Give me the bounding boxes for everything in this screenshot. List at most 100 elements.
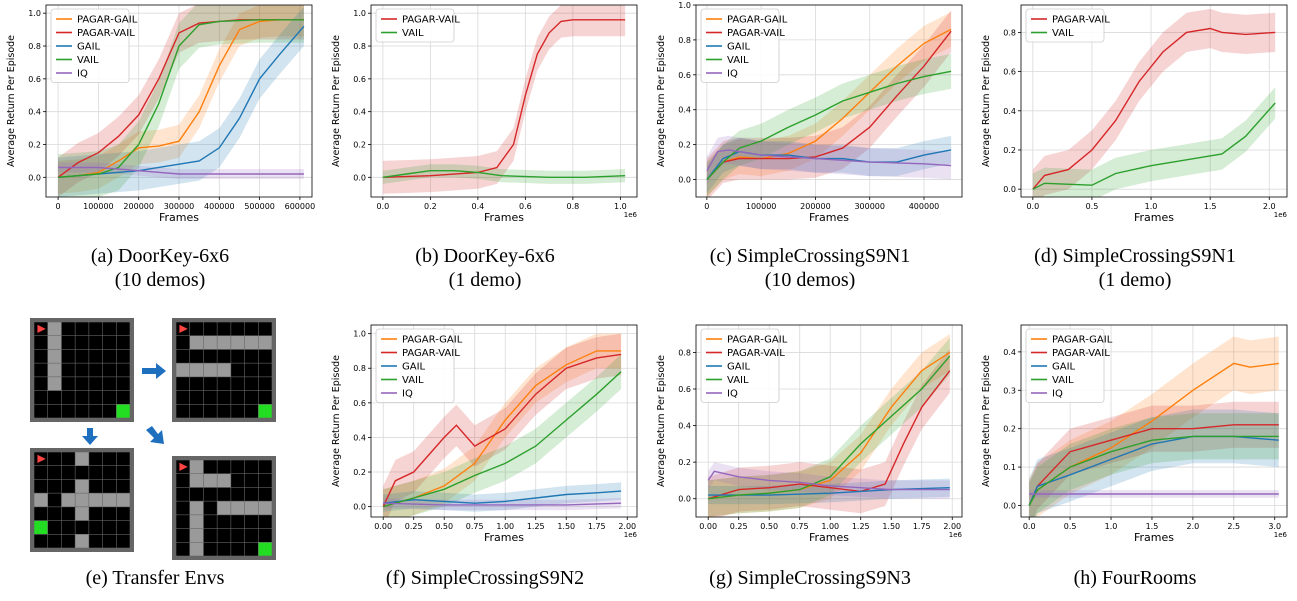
series-line-vail: [383, 371, 622, 508]
band-vail: [58, 5, 304, 197]
x-tick-label: 0.0: [1026, 202, 1039, 211]
floor-cell: [258, 322, 272, 336]
x-tick-label: 0.75: [791, 522, 809, 531]
y-tick-label: 0.4: [678, 422, 691, 431]
floor-cell: [116, 390, 130, 404]
caption-c-line2: (10 demos): [764, 269, 856, 291]
y-axis-label: Average Return Per Episode: [656, 355, 667, 487]
floor-cell: [61, 322, 75, 336]
x-tick-label: 0.5: [1064, 522, 1077, 531]
y-tick-label: 0.4: [353, 108, 366, 117]
y-tick-label: 0.2: [678, 141, 691, 150]
legend-label-vail: VAIL: [727, 375, 749, 386]
x-tick-label: 0.00: [699, 522, 717, 531]
legend-label-iq: IQ: [727, 389, 738, 400]
agent-arrow-icon: [179, 324, 188, 333]
floor-cell: [61, 507, 75, 521]
y-tick-label: 0.8: [678, 348, 691, 357]
floor-cell: [89, 390, 103, 404]
floor-cell: [190, 404, 204, 418]
wall-cell: [231, 501, 245, 515]
series-line-pagar-vail: [382, 353, 622, 507]
x-tick-label: 1.5: [1204, 202, 1217, 211]
y-tick-label: 0.8: [353, 364, 366, 373]
wall-cell: [48, 336, 62, 350]
series-line-pagar-vail: [707, 370, 951, 500]
caption-e: (e) Transfer Envs: [0, 566, 310, 590]
band-iq: [706, 135, 952, 185]
y-tick-label: 0.4: [1003, 107, 1016, 116]
floor-cell: [116, 452, 130, 466]
floor-cell: [75, 404, 89, 418]
floor-cell: [116, 377, 130, 391]
floor-cell: [102, 404, 116, 418]
floor-cell: [231, 322, 245, 336]
floor-cell: [203, 377, 217, 391]
floor-cell: [102, 336, 116, 350]
series-line-pagar-vail: [1032, 27, 1276, 190]
band-pagar-vail: [1029, 401, 1279, 517]
floor-cell: [61, 404, 75, 418]
y-axis-label: Average Return Per Episode: [981, 35, 992, 167]
floor-cell: [61, 520, 75, 534]
floor-cell: [61, 336, 75, 350]
legend-label-pagar-vail: PAGAR-VAIL: [402, 15, 460, 26]
x-tick-label: 1.0: [1105, 522, 1118, 531]
legend-label-pagar-gail: PAGAR-GAIL: [402, 335, 463, 346]
axes-frame: [695, 324, 963, 518]
floor-cell: [34, 507, 48, 521]
floor-cell: [61, 363, 75, 377]
y-tick-label: 0.4: [353, 433, 366, 442]
y-tick-label: 0.0: [678, 176, 691, 185]
goal-cell: [34, 520, 48, 534]
floor-cell: [203, 460, 217, 474]
y-tick-label: 1.0: [678, 1, 691, 10]
floor-cell: [258, 487, 272, 501]
legend: PAGAR-VAIL VAIL: [1025, 8, 1110, 43]
legend-label-iq: IQ: [77, 69, 88, 80]
floor-cell: [258, 460, 272, 474]
y-tick-label: 0.0: [28, 173, 41, 182]
floor-cell: [176, 515, 190, 529]
wall-cell: [217, 474, 231, 488]
y-tick-label: 0.2: [28, 140, 41, 149]
x-axis-label: Frames: [159, 211, 199, 224]
series-line-vail: [1028, 435, 1279, 506]
wall-cell: [190, 474, 204, 488]
y-tick-label: 1.0: [28, 9, 41, 18]
floor-cell: [217, 487, 231, 501]
legend-box: [1025, 8, 1105, 43]
wall-cell: [190, 460, 204, 474]
floor-cell: [116, 336, 130, 350]
floor-cell: [190, 377, 204, 391]
band-vail: [1032, 87, 1276, 197]
chart-f: 0.00 0.25 0.50 0.75 1.00 1.25 1.50 1.75 2.00 0.0 0…: [331, 324, 638, 544]
legend-label-gail: GAIL: [402, 362, 426, 373]
y-axis-label: Average Return Per Episode: [656, 35, 667, 167]
legend-label-vail: VAIL: [1052, 28, 1074, 39]
legend-label-iq: IQ: [402, 389, 413, 400]
env-grid-transfer-1: [172, 318, 276, 422]
legend-label-vail: VAIL: [77, 55, 99, 66]
legend-box: [375, 8, 455, 43]
agent-arrow-icon: [37, 324, 46, 333]
floor-cell: [89, 520, 103, 534]
floor-cell: [231, 528, 245, 542]
agent-arrow-icon: [37, 454, 46, 463]
legend-label-pagar-vail: PAGAR-VAIL: [727, 348, 785, 359]
caption-a: (a) DoorKey-6x6 (10 demos): [0, 244, 320, 292]
band-pagar-gail: [1029, 336, 1279, 517]
floor-cell: [203, 322, 217, 336]
wall-cell: [48, 322, 62, 336]
wall-cell: [116, 493, 130, 507]
y-tick-label: 1.0: [353, 330, 366, 339]
y-tick-label: 0.6: [678, 71, 691, 80]
legend-label-vail: VAIL: [402, 28, 424, 39]
floor-cell: [61, 390, 75, 404]
floor-cell: [231, 390, 245, 404]
floor-cell: [116, 479, 130, 493]
floor-cell: [102, 363, 116, 377]
wall-cell: [89, 493, 103, 507]
floor-cell: [102, 377, 116, 391]
x-tick-label: 0: [704, 202, 709, 211]
